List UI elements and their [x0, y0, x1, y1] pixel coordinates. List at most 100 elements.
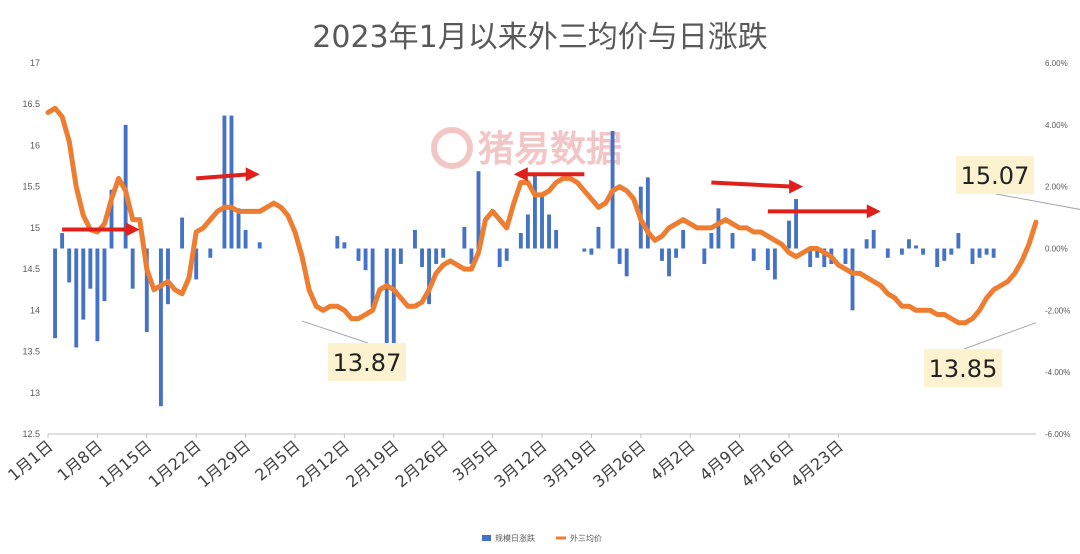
legend-item-bar: 规模日涨跌 [482, 533, 535, 543]
bar [772, 248, 777, 280]
bar [208, 248, 213, 258]
y-left-tick-label: 13 [30, 388, 40, 398]
x-tick-label: 2月12日 [293, 437, 353, 492]
callout-label: 13.87 [333, 349, 402, 377]
trend-arrow [767, 204, 881, 219]
bar [370, 248, 375, 308]
bar [525, 214, 530, 249]
legend-item-line: 外三均价 [556, 533, 602, 543]
bar [356, 248, 361, 261]
bar [596, 226, 601, 249]
bar [518, 233, 523, 249]
trend-arrow [711, 179, 804, 194]
bar [907, 239, 911, 249]
bar [476, 171, 481, 249]
y-left-tick-label: 15.5 [22, 182, 40, 192]
bar [74, 248, 79, 348]
y-right-tick-label: 6.00% [1045, 59, 1068, 68]
bar [914, 245, 918, 249]
bar [102, 248, 107, 302]
bar [617, 248, 622, 264]
bar [645, 177, 650, 249]
callout-label: 13.85 [929, 355, 998, 383]
bar [109, 189, 114, 249]
bar [815, 248, 820, 258]
bar [667, 248, 671, 277]
bar [794, 199, 798, 249]
y-left-tick-label: 17 [30, 58, 40, 68]
y-left-tick-label: 13.5 [22, 347, 40, 357]
bar [222, 115, 227, 249]
bar [95, 248, 100, 342]
bar [899, 248, 904, 255]
bar [885, 248, 890, 258]
bar [709, 233, 714, 249]
y-left-tick-label: 16.5 [22, 99, 40, 109]
bar [81, 248, 86, 320]
y-left-tick-label: 14 [30, 305, 40, 315]
bar [67, 248, 72, 283]
price-callout: 13.87 [301, 320, 406, 381]
bar [547, 214, 551, 249]
price-callout: 15.07 [956, 156, 1080, 210]
bar [158, 248, 163, 407]
bar [342, 242, 347, 249]
x-tick-label: 4月23日 [787, 437, 847, 492]
trend-arrow [62, 222, 140, 237]
bar [864, 239, 869, 249]
bar [540, 195, 544, 249]
bar [243, 229, 248, 249]
x-tick-label: 2月19日 [342, 437, 402, 492]
y-right-tick-label: 0.00% [1045, 245, 1068, 254]
callout-label: 15.07 [961, 162, 1030, 190]
bar [257, 242, 262, 249]
bar [765, 248, 770, 271]
x-tick-label: 1月22日 [145, 437, 205, 492]
bar [702, 248, 707, 264]
bar [589, 248, 594, 255]
bar [787, 220, 791, 249]
price-callout: 13.85 [924, 322, 1037, 387]
bar [843, 248, 848, 264]
bar [956, 233, 961, 249]
bar [624, 248, 629, 277]
bar [808, 248, 813, 268]
bar [88, 248, 93, 289]
y-right-tick-label: 2.00% [1045, 183, 1068, 192]
bar [977, 248, 982, 258]
bar [166, 248, 170, 305]
bar [716, 208, 721, 249]
y-right-tick-label: -4.00% [1045, 368, 1070, 377]
bar [533, 174, 537, 249]
bar [363, 248, 368, 271]
legend-label: 外三均价 [570, 533, 602, 543]
bar [942, 248, 947, 261]
y-right-tick-label: -6.00% [1045, 430, 1070, 439]
x-tick-label: 3月26日 [589, 437, 649, 492]
x-tick-label: 1月29日 [194, 437, 254, 492]
bar [384, 248, 389, 351]
y-right-tick-label: -2.00% [1045, 306, 1070, 315]
x-tick-label: 3月12日 [490, 437, 550, 492]
bar [391, 248, 396, 351]
bar [441, 248, 446, 258]
bar [504, 248, 509, 261]
bar [469, 248, 474, 264]
y-left-tick-label: 12.5 [22, 429, 40, 439]
x-tick-label: 3月19日 [540, 437, 600, 492]
bar [236, 208, 241, 249]
x-tick-label: 4月16日 [737, 437, 797, 492]
bar [674, 248, 679, 258]
bar [335, 236, 340, 249]
bar [434, 248, 439, 264]
bar [427, 248, 432, 305]
bar [921, 248, 926, 255]
legend-label: 规模日涨跌 [495, 533, 535, 543]
bar [398, 248, 403, 264]
x-tick-label: 1月1日 [4, 437, 56, 485]
x-tick-label: 4月2日 [646, 437, 698, 485]
bar [660, 248, 664, 261]
bar [949, 248, 954, 255]
y-left-tick-label: 14.5 [22, 264, 40, 274]
bar [194, 248, 199, 280]
